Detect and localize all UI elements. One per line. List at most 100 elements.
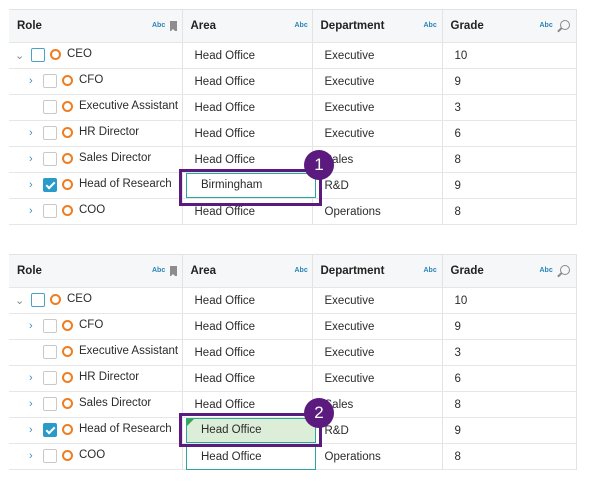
column-header-grade[interactable]: Grade Abc bbox=[442, 254, 577, 288]
grade-cell[interactable]: 6 bbox=[442, 120, 577, 147]
magnifier-icon[interactable] bbox=[559, 265, 570, 275]
abc-text-filter-icon[interactable]: Abc bbox=[152, 22, 166, 29]
department-cell[interactable]: Executive bbox=[312, 287, 443, 314]
role-cell[interactable]: ⌄ CEO bbox=[9, 42, 183, 69]
column-header-grade[interactable]: Grade Abc bbox=[442, 9, 577, 43]
role-cell[interactable]: › COO bbox=[9, 443, 183, 470]
role-cell[interactable]: › Head of Research bbox=[9, 172, 183, 199]
grade-cell[interactable]: 10 bbox=[442, 42, 577, 69]
role-cell[interactable]: › Head of Research bbox=[9, 417, 183, 444]
department-cell[interactable]: Operations bbox=[312, 198, 443, 225]
department-cell[interactable]: Executive bbox=[312, 339, 443, 366]
grade-cell[interactable]: 8 bbox=[442, 198, 577, 225]
row-checkbox[interactable] bbox=[43, 449, 57, 463]
area-cell[interactable]: Head Office bbox=[182, 42, 313, 69]
department-cell[interactable]: R&D bbox=[312, 172, 443, 199]
abc-text-filter-icon[interactable]: Abc bbox=[539, 267, 553, 274]
area-cell-editor[interactable]: Birmingham bbox=[186, 173, 316, 198]
expand-chevron-icon[interactable]: › bbox=[29, 75, 33, 87]
abc-text-filter-icon[interactable]: Abc bbox=[423, 267, 437, 274]
department-cell[interactable]: Executive bbox=[312, 365, 443, 392]
row-checkbox[interactable] bbox=[43, 345, 57, 359]
table-row[interactable]: Executive Assistant Head Office Executive 3 bbox=[9, 94, 577, 121]
grade-cell[interactable]: 8 bbox=[442, 391, 577, 418]
grade-cell[interactable]: 3 bbox=[442, 339, 577, 366]
area-cell[interactable]: Head Office bbox=[182, 313, 313, 340]
table-row[interactable]: › HR Director Head Office Executive 6 bbox=[9, 120, 577, 147]
row-checkbox[interactable] bbox=[43, 100, 57, 114]
department-cell[interactable]: Operations bbox=[312, 443, 443, 470]
abc-text-filter-icon[interactable]: Abc bbox=[152, 267, 166, 274]
expand-chevron-icon[interactable]: › bbox=[29, 372, 33, 384]
row-checkbox[interactable] bbox=[43, 178, 57, 192]
table-row[interactable]: › Sales Director Head Office Sales 8 bbox=[9, 146, 577, 173]
column-header-area[interactable]: Area Abc bbox=[182, 9, 313, 43]
expand-chevron-icon[interactable]: › bbox=[29, 205, 33, 217]
column-header-department[interactable]: Department Abc bbox=[312, 9, 443, 43]
abc-text-filter-icon[interactable]: Abc bbox=[423, 22, 437, 29]
row-checkbox[interactable] bbox=[43, 371, 57, 385]
row-checkbox[interactable] bbox=[43, 319, 57, 333]
expand-chevron-icon[interactable]: › bbox=[29, 398, 33, 410]
expand-chevron-icon[interactable]: › bbox=[29, 450, 33, 462]
row-checkbox[interactable] bbox=[43, 423, 57, 437]
collapse-chevron-icon[interactable]: ⌄ bbox=[15, 295, 25, 307]
column-header-area[interactable]: Area Abc bbox=[182, 254, 313, 288]
role-cell[interactable]: › CFO bbox=[9, 313, 183, 340]
row-checkbox[interactable] bbox=[43, 74, 57, 88]
area-cell[interactable]: Head Office bbox=[182, 339, 313, 366]
grade-cell[interactable]: 9 bbox=[442, 313, 577, 340]
column-header-role[interactable]: Role Abc bbox=[9, 254, 183, 288]
role-cell[interactable]: Executive Assistant bbox=[9, 339, 183, 366]
grade-cell[interactable]: 3 bbox=[442, 94, 577, 121]
role-cell[interactable]: › Sales Director bbox=[9, 391, 183, 418]
area-cell-selected[interactable]: Head Office bbox=[186, 444, 316, 470]
role-cell[interactable]: ⌄ CEO bbox=[9, 287, 183, 314]
table-row[interactable]: ⌄ CEO Head Office Executive 10 bbox=[9, 42, 577, 69]
department-cell[interactable]: Executive bbox=[312, 42, 443, 69]
role-cell[interactable]: › Sales Director bbox=[9, 146, 183, 173]
department-cell[interactable]: R&D bbox=[312, 417, 443, 444]
changed-area-cell[interactable]: Head Office bbox=[186, 418, 316, 443]
department-cell[interactable]: Executive bbox=[312, 68, 443, 95]
bookmark-icon[interactable] bbox=[170, 21, 177, 32]
row-checkbox[interactable] bbox=[43, 152, 57, 166]
magnifier-icon[interactable] bbox=[559, 20, 570, 30]
area-cell[interactable]: Head Office bbox=[182, 120, 313, 147]
row-checkbox[interactable] bbox=[31, 293, 45, 307]
table-row[interactable]: › CFO Head Office Executive 9 bbox=[9, 313, 577, 340]
expand-chevron-icon[interactable]: › bbox=[29, 153, 33, 165]
row-checkbox[interactable] bbox=[43, 397, 57, 411]
area-cell[interactable]: Head Office bbox=[182, 198, 313, 225]
abc-text-filter-icon[interactable]: Abc bbox=[294, 22, 308, 29]
table-row[interactable]: › HR Director Head Office Executive 6 bbox=[9, 365, 577, 392]
department-cell[interactable]: Executive bbox=[312, 313, 443, 340]
row-checkbox[interactable] bbox=[43, 204, 57, 218]
department-cell[interactable]: Executive bbox=[312, 94, 443, 121]
row-checkbox[interactable] bbox=[31, 48, 45, 62]
abc-text-filter-icon[interactable]: Abc bbox=[539, 22, 553, 29]
grade-cell[interactable]: 9 bbox=[442, 68, 577, 95]
grade-cell[interactable]: 8 bbox=[442, 146, 577, 173]
table-row[interactable]: ⌄ CEO Head Office Executive 10 bbox=[9, 287, 577, 314]
expand-chevron-icon[interactable]: › bbox=[29, 320, 33, 332]
column-header-role[interactable]: Role Abc bbox=[9, 9, 183, 43]
expand-chevron-icon[interactable]: › bbox=[29, 424, 33, 436]
grade-cell[interactable]: 10 bbox=[442, 287, 577, 314]
role-cell[interactable]: › HR Director bbox=[9, 365, 183, 392]
area-cell[interactable]: Head Office bbox=[182, 68, 313, 95]
collapse-chevron-icon[interactable]: ⌄ bbox=[15, 50, 25, 62]
role-cell[interactable]: › CFO bbox=[9, 68, 183, 95]
grade-cell[interactable]: 8 bbox=[442, 443, 577, 470]
area-cell[interactable]: Head Office bbox=[182, 365, 313, 392]
expand-chevron-icon[interactable]: › bbox=[29, 179, 33, 191]
grade-cell[interactable]: 9 bbox=[442, 417, 577, 444]
grade-cell[interactable]: 9 bbox=[442, 172, 577, 199]
row-checkbox[interactable] bbox=[43, 126, 57, 140]
expand-chevron-icon[interactable]: › bbox=[29, 127, 33, 139]
role-cell[interactable]: › HR Director bbox=[9, 120, 183, 147]
department-cell[interactable]: Executive bbox=[312, 120, 443, 147]
bookmark-icon[interactable] bbox=[170, 266, 177, 277]
role-cell[interactable]: Executive Assistant bbox=[9, 94, 183, 121]
